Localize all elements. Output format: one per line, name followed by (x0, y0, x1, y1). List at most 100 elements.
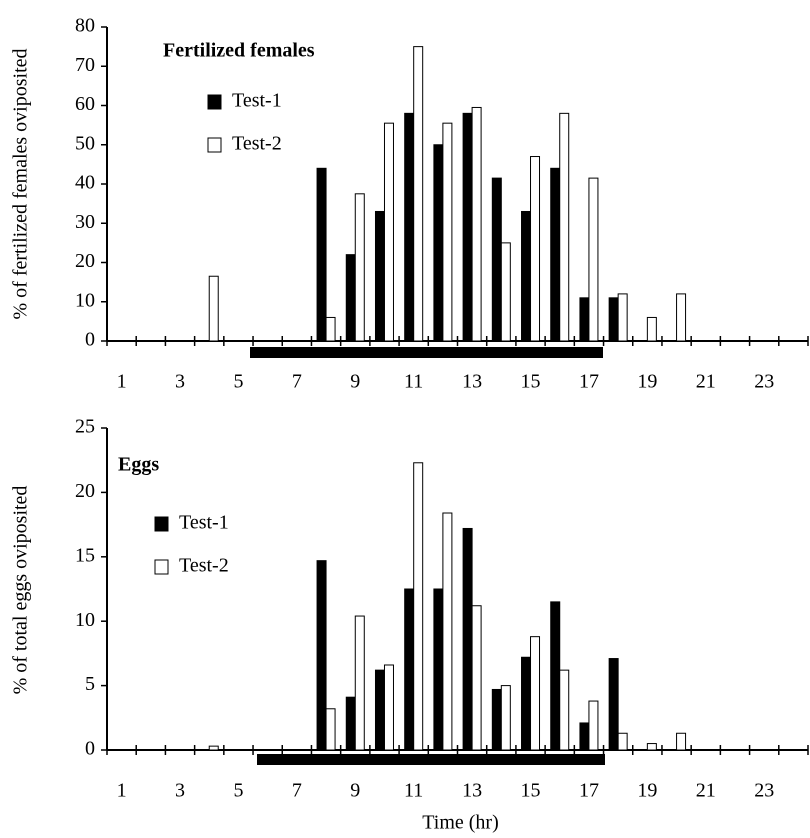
bar (404, 112, 415, 342)
x-tick-label: 23 (754, 780, 774, 802)
bar (559, 112, 570, 342)
y-tick-label: 10 (75, 609, 95, 631)
x-tick-label: 1 (117, 371, 127, 393)
bar (442, 122, 453, 342)
bar (442, 512, 453, 751)
bar (374, 669, 385, 751)
bar (325, 708, 336, 751)
x-tick-label: 11 (404, 371, 423, 393)
legend-label: Test-2 (232, 133, 282, 155)
bar (413, 462, 424, 751)
bar (413, 46, 424, 342)
y-tick-label: 60 (75, 93, 95, 115)
x-tick-label: 5 (233, 371, 243, 393)
bar (559, 669, 570, 751)
y-tick-label: 0 (85, 738, 95, 760)
x-tick-label: 17 (579, 780, 599, 802)
y-tick-label: 50 (75, 132, 95, 154)
x-tick-label: 13 (462, 371, 482, 393)
bar (579, 297, 590, 342)
bar (354, 615, 365, 751)
bar (404, 588, 415, 751)
bar (462, 112, 473, 342)
y-axis-title: % of fertilized females oviposited (10, 48, 32, 319)
panel-title: Fertilized females (163, 40, 315, 62)
x-tick-label: 19 (637, 780, 657, 802)
bar (208, 745, 219, 751)
y-tick-label: 25 (75, 416, 95, 438)
x-axis-title: Time (hr) (422, 812, 498, 834)
x-tick-label: 19 (637, 371, 657, 393)
bar (617, 732, 628, 751)
panel-title: Eggs (118, 454, 159, 476)
legend-swatch (154, 559, 169, 575)
bar (676, 293, 687, 342)
y-tick-label: 5 (85, 673, 95, 695)
bar (579, 722, 590, 751)
bar (521, 656, 532, 751)
x-tick-label: 23 (754, 371, 774, 393)
legend-swatch (207, 94, 222, 110)
x-tick-label: 17 (579, 371, 599, 393)
y-tick-label: 20 (75, 480, 95, 502)
y-tick-label: 10 (75, 289, 95, 311)
bar (676, 732, 687, 751)
bar (208, 275, 219, 342)
y-tick-label: 40 (75, 172, 95, 194)
x-tick-label: 13 (462, 780, 482, 802)
bar (588, 700, 599, 751)
bar (500, 242, 511, 342)
bar (471, 605, 482, 751)
x-tick-label: 3 (175, 371, 185, 393)
legend-swatch (154, 516, 169, 532)
y-tick-label: 70 (75, 54, 95, 76)
bar (588, 177, 599, 342)
x-tick-label: 21 (696, 780, 716, 802)
bar (530, 636, 541, 751)
x-tick-label: 9 (350, 371, 360, 393)
y-tick-label: 20 (75, 250, 95, 272)
x-tick-label: 7 (292, 780, 302, 802)
x-tick-label: 3 (175, 780, 185, 802)
x-tick-label: 15 (521, 371, 541, 393)
bar (433, 144, 444, 342)
bar (462, 527, 473, 751)
x-tick-label: 1 (117, 780, 127, 802)
bar (646, 316, 657, 342)
bar (383, 664, 394, 751)
bar (345, 254, 356, 342)
bar (491, 688, 502, 751)
y-tick-label: 30 (75, 211, 95, 233)
y-tick-label: 80 (75, 15, 95, 37)
bar (500, 685, 511, 751)
bar (608, 297, 619, 342)
x-tick-label: 11 (404, 780, 423, 802)
x-tick-label: 15 (521, 780, 541, 802)
bar (345, 696, 356, 751)
bar (354, 193, 365, 342)
bar (316, 167, 327, 342)
legend-label: Test-1 (232, 90, 282, 112)
legend-label: Test-1 (179, 512, 229, 534)
bar (530, 156, 541, 342)
x-tick-label: 21 (696, 371, 716, 393)
bar (550, 167, 561, 342)
bar (521, 210, 532, 342)
bar (471, 106, 482, 342)
bar (325, 316, 336, 342)
bar (316, 560, 327, 751)
bar (617, 293, 628, 342)
dark-period-bar (257, 754, 605, 765)
x-tick-label: 5 (233, 780, 243, 802)
y-axis-title: % of total eggs oviposited (10, 486, 32, 695)
legend-swatch (207, 137, 222, 153)
bar (646, 743, 657, 751)
dark-period-bar (250, 347, 603, 358)
legend-label: Test-2 (179, 555, 229, 577)
y-tick-label: 0 (85, 329, 95, 351)
bar (550, 601, 561, 751)
x-tick-label: 9 (350, 780, 360, 802)
y-tick-label: 15 (75, 544, 95, 566)
bar (374, 210, 385, 342)
